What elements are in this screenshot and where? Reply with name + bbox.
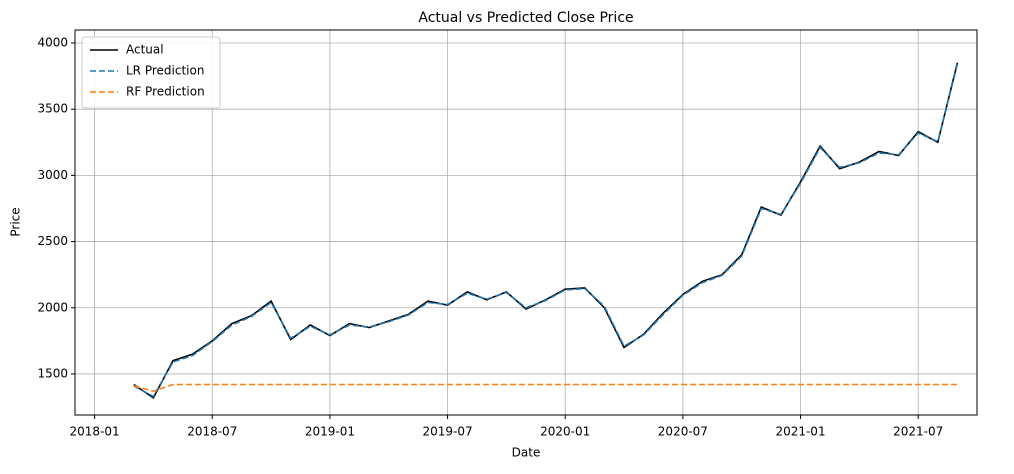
legend-label: Actual <box>126 43 164 57</box>
y-tick-label: 1500 <box>37 366 68 380</box>
y-tick-label: 3000 <box>37 168 68 182</box>
y-tick-label: 2000 <box>37 300 68 314</box>
legend-label: LR Prediction <box>126 64 204 78</box>
x-tick-label: 2018-01 <box>70 425 120 439</box>
legend-box <box>81 36 221 109</box>
plot-frame <box>74 29 978 416</box>
x-tick-label: 2021-07 <box>893 425 943 439</box>
x-tick-label: 2021-01 <box>775 425 825 439</box>
y-tick-label: 3500 <box>37 102 68 116</box>
x-tick-label: 2018-07 <box>187 425 237 439</box>
x-tick-label: 2020-07 <box>658 425 708 439</box>
series-line <box>133 62 959 399</box>
y-tick-label: 2500 <box>37 234 68 248</box>
y-tick-label: 4000 <box>37 35 68 49</box>
x-axis-label: Date <box>512 446 541 460</box>
x-tick-label: 2019-07 <box>422 425 472 439</box>
series-line <box>133 64 959 398</box>
x-tick-label: 2019-01 <box>305 425 355 439</box>
series-line <box>133 383 958 393</box>
legend-label: RF Prediction <box>126 85 205 99</box>
chart-title: Actual vs Predicted Close Price <box>418 10 633 26</box>
y-axis-label: Price <box>9 207 23 236</box>
x-tick-label: 2020-01 <box>540 425 590 439</box>
